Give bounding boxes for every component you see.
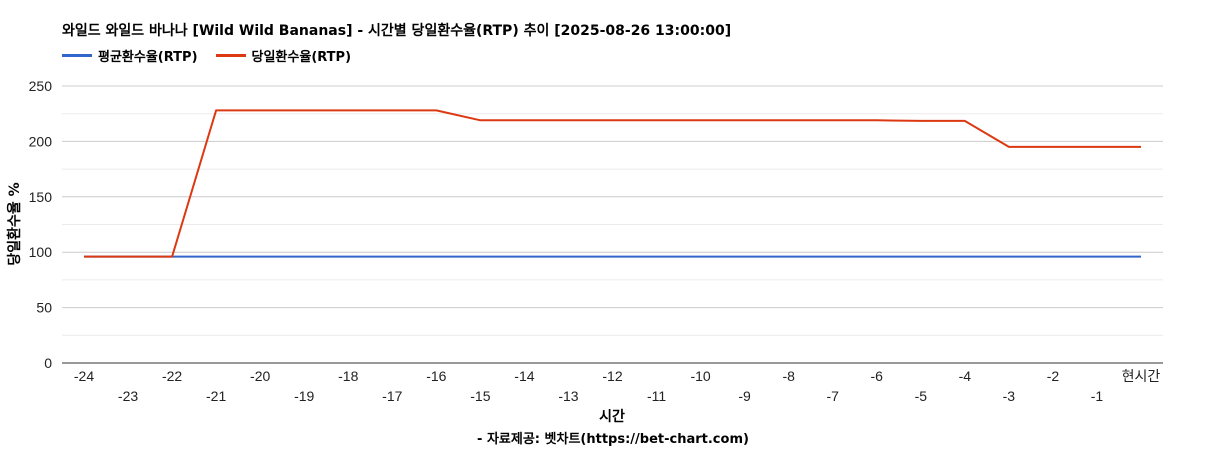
legend-label-average: 평균환수율(RTP)	[98, 50, 198, 65]
x-tick-label: -6	[871, 368, 884, 384]
y-tick-labels: 0 50 100 150 200 250	[29, 78, 53, 371]
x-tick-label: -23	[118, 388, 138, 404]
x-tick-label: -11	[647, 388, 666, 404]
x-axis-label: 시간	[599, 408, 625, 425]
x-tick-label: -20	[250, 368, 270, 384]
x-tick-label: -3	[1003, 388, 1016, 404]
x-tick-label: -18	[338, 368, 358, 384]
x-tick-label: -7	[826, 388, 839, 404]
x-tick-label: -14	[514, 368, 534, 384]
legend-label-daily: 당일환수율(RTP)	[251, 50, 352, 65]
grid-lines	[62, 85, 1163, 364]
series-lines	[84, 109, 1141, 258]
x-tick-label: -15	[470, 388, 490, 404]
y-tick-label: 50	[36, 300, 52, 316]
x-tick-labels: -24 -23 -22 -21 -20 -19 -18 -17 -16 -15 -14 -13 -12 -…	[74, 368, 1161, 404]
series-line-daily[interactable]	[84, 109, 1141, 258]
x-tick-label: -21	[206, 388, 226, 404]
x-tick-label: -17	[382, 388, 402, 404]
y-tick-label: 100	[29, 244, 53, 260]
x-tick-label: -9	[738, 388, 751, 404]
y-tick-label: 250	[29, 78, 53, 94]
x-tick-label: -2	[1047, 368, 1060, 384]
y-tick-label: 150	[29, 189, 53, 205]
y-tick-label: 0	[44, 355, 52, 371]
x-tick-label: 현시간	[1122, 368, 1161, 384]
chart-title: 와일드 와일드 바나나 [Wild Wild Bananas] - 시간별 당일…	[62, 23, 732, 39]
x-tick-label: -8	[782, 368, 795, 384]
y-axis-label: 당일환수율 %	[6, 182, 23, 265]
legend: 평균환수율(RTP) 당일환수율(RTP)	[62, 46, 369, 65]
x-tick-label: -24	[74, 368, 94, 384]
legend-swatch-average	[62, 54, 92, 57]
y-tick-label: 200	[29, 133, 53, 149]
legend-item-daily[interactable]: 당일환수율(RTP)	[215, 46, 352, 65]
x-tick-label: -10	[690, 368, 710, 384]
legend-item-average[interactable]: 평균환수율(RTP)	[62, 46, 198, 65]
x-tick-label: -16	[426, 368, 446, 384]
x-tick-label: -4	[959, 368, 972, 384]
x-tick-label: -22	[162, 368, 182, 384]
source-note: - 자료제공: 벳차트(https://bet-chart.com)	[477, 432, 749, 447]
x-tick-label: -19	[294, 388, 314, 404]
x-tick-label: -5	[915, 388, 928, 404]
x-tick-label: -12	[602, 368, 622, 384]
x-tick-label: -13	[558, 388, 578, 404]
x-tick-label: -1	[1091, 388, 1104, 404]
legend-swatch-daily	[215, 54, 246, 57]
